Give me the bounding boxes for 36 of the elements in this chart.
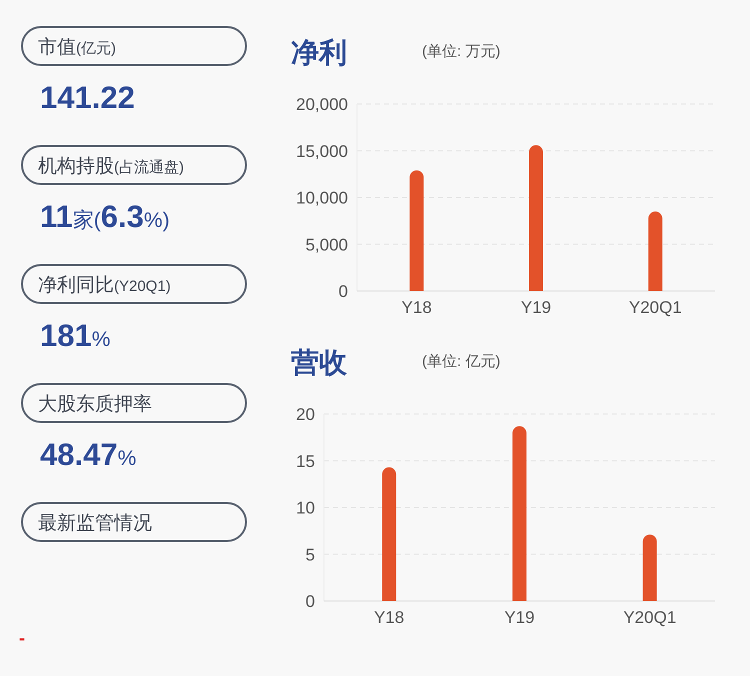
y-tick-label: 15,000 bbox=[296, 142, 348, 161]
y-tick-label: 10,000 bbox=[296, 188, 348, 208]
text: 181% bbox=[40, 318, 110, 353]
y-tick-label: 5,000 bbox=[305, 235, 348, 254]
bar bbox=[512, 426, 526, 601]
y-tick-label: 0 bbox=[338, 282, 348, 301]
text: 48.47% bbox=[40, 437, 136, 472]
text: - bbox=[19, 628, 25, 648]
chart-subtitle: (单位: 万元) bbox=[422, 43, 500, 60]
chart-title: 营收 bbox=[290, 347, 348, 378]
text: 净利同比(Y20Q1) bbox=[38, 275, 171, 296]
text: 大股东质押率 bbox=[38, 393, 152, 415]
y-tick-label: 20 bbox=[296, 405, 315, 424]
bar bbox=[648, 212, 662, 291]
x-tick-label: Y20Q1 bbox=[628, 298, 682, 317]
bar bbox=[642, 534, 657, 601]
chart-subtitle: (单位: 亿元) bbox=[422, 353, 500, 370]
x-tick-label: Y18 bbox=[374, 608, 404, 627]
text: 11家(6.3%) bbox=[40, 199, 170, 234]
text: 141.22 bbox=[40, 80, 135, 115]
y-tick-label: 5 bbox=[305, 545, 315, 564]
y-tick-label: 10 bbox=[296, 498, 315, 518]
bar bbox=[382, 467, 396, 601]
text: 机构持股(占流通盘) bbox=[38, 156, 184, 177]
x-tick-label: Y19 bbox=[504, 608, 535, 627]
y-tick-label: 15 bbox=[296, 452, 315, 471]
x-tick-label: Y18 bbox=[402, 298, 432, 317]
x-tick-label: Y19 bbox=[520, 298, 552, 317]
y-tick-label: 20,000 bbox=[296, 95, 348, 114]
text: 市值(亿元) bbox=[38, 36, 116, 58]
bar bbox=[410, 170, 424, 291]
x-tick-label: Y20Q1 bbox=[623, 608, 676, 627]
chart-title: 净利 bbox=[291, 37, 347, 68]
text: 最新监管情况 bbox=[38, 512, 152, 534]
y-tick-label: 0 bbox=[305, 592, 315, 611]
bar bbox=[529, 145, 543, 291]
